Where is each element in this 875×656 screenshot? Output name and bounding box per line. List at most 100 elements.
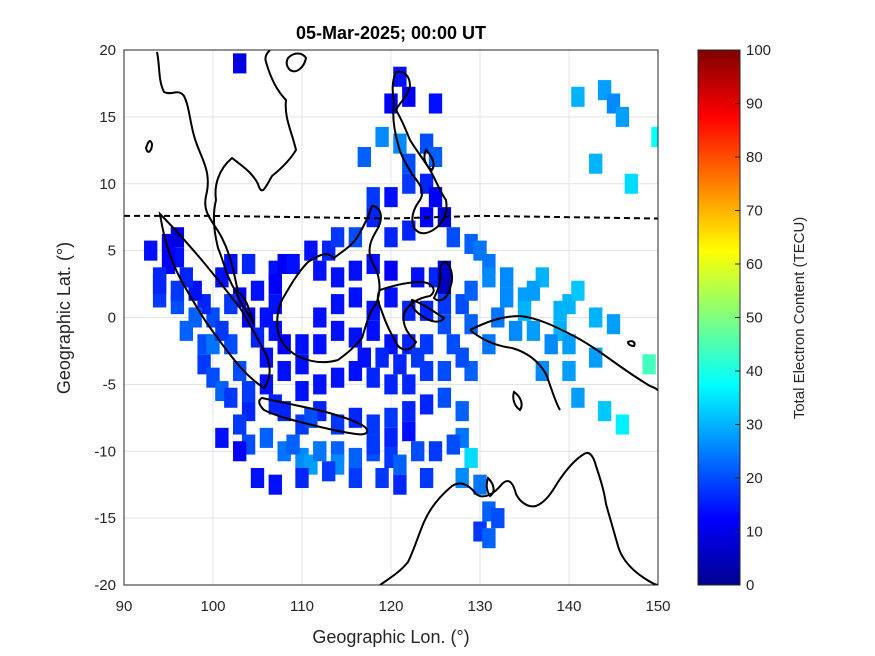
tec-cell xyxy=(250,467,265,489)
tec-cell xyxy=(455,347,469,368)
tec-cell xyxy=(597,401,612,422)
tec-cell xyxy=(411,267,425,288)
colorbar-tick-label: 90 xyxy=(746,96,763,113)
tec-cell xyxy=(277,360,291,382)
chart-title: 05-Mar-2025; 00:00 UT xyxy=(296,23,486,43)
tec-cell xyxy=(589,347,603,368)
tec-cell xyxy=(233,414,247,435)
x-axis-ticks: 90 100 110 120 130 140 150 xyxy=(116,598,671,615)
tec-cell xyxy=(233,53,247,74)
tec-cell xyxy=(313,260,327,281)
tec-cell xyxy=(268,474,282,495)
tec-cell xyxy=(393,354,407,375)
tec-cell xyxy=(500,267,514,288)
tec-cell xyxy=(437,294,452,315)
coastline-islands-east xyxy=(485,340,636,498)
tec-cell xyxy=(402,86,416,107)
tec-cell xyxy=(455,401,469,422)
tec-cell xyxy=(411,441,425,462)
plot-frame xyxy=(123,49,659,586)
tec-cell xyxy=(402,374,416,395)
tec-cell xyxy=(384,227,398,248)
coastline-mainland-asia xyxy=(156,50,298,325)
y-tick-label: 0 xyxy=(108,310,116,327)
tec-cell xyxy=(295,381,309,402)
x-tick-label: 110 xyxy=(290,598,314,615)
y-tick-label: 5 xyxy=(108,243,116,260)
tec-cell xyxy=(330,294,345,315)
tec-cell xyxy=(384,287,398,308)
tec-cell xyxy=(437,360,452,382)
y-tick-label: -5 xyxy=(103,376,116,393)
x-axis-label: Geographic Lon. (°) xyxy=(312,627,469,647)
tec-cell xyxy=(402,421,416,442)
x-tick-label: 140 xyxy=(556,598,581,615)
tec-cell xyxy=(419,394,434,415)
y-tick-label: -15 xyxy=(94,510,116,527)
tec-cell xyxy=(526,320,541,341)
x-tick-label: 120 xyxy=(378,598,403,615)
tec-cell xyxy=(393,454,407,475)
tec-cell xyxy=(393,66,407,87)
tec-cell xyxy=(268,394,282,415)
tec-cell xyxy=(241,307,256,328)
tec-cell xyxy=(615,106,630,127)
colorbar-tick-label: 50 xyxy=(746,310,763,327)
y-axis-ticks: 20 15 10 5 0 -5 -10 -15 -20 xyxy=(94,42,116,594)
colorbar-tick-label: 40 xyxy=(746,363,763,380)
tec-cell xyxy=(313,307,327,328)
colorbar-gradient xyxy=(697,49,741,586)
colorbar-tick-label: 0 xyxy=(746,577,754,594)
tec-cell xyxy=(571,387,585,408)
tec-cell xyxy=(589,153,603,174)
tec-cell xyxy=(482,267,496,288)
tec-cell xyxy=(437,387,452,408)
tec-cell xyxy=(259,307,274,328)
tec-cell xyxy=(491,307,505,328)
tec-cell xyxy=(535,360,549,382)
y-tick-label: 10 xyxy=(99,176,116,193)
tec-cell xyxy=(571,280,585,301)
tec-cell xyxy=(304,240,318,261)
tec-cell xyxy=(615,414,630,435)
tec-cell xyxy=(313,374,327,395)
tec-cell xyxy=(330,367,345,388)
colorbar-tick-label: 20 xyxy=(746,470,763,487)
coastline-sumatra xyxy=(158,211,271,390)
tec-cell xyxy=(384,260,398,281)
tec-cell xyxy=(366,187,380,208)
y-tick-label: 15 xyxy=(99,109,116,126)
coastlines xyxy=(144,50,658,585)
magnetic-equator-line xyxy=(124,214,658,220)
tec-cell xyxy=(428,441,443,462)
coastline-java xyxy=(258,396,369,436)
tec-cell xyxy=(428,187,443,208)
tec-cell xyxy=(241,253,256,275)
tec-cell xyxy=(286,434,300,455)
tec-cell xyxy=(348,467,363,489)
y-axis-label: Geographic Lat. (°) xyxy=(54,242,74,394)
tec-cell xyxy=(384,374,398,395)
tec-cell xyxy=(393,474,407,495)
coastline-hainan xyxy=(285,52,308,73)
tec-cell xyxy=(295,334,309,355)
tec-cell xyxy=(215,427,229,448)
tec-cell xyxy=(402,173,416,194)
y-tick-label: 20 xyxy=(99,42,116,59)
tec-cell xyxy=(322,461,336,482)
tec-cell xyxy=(330,267,345,288)
tec-cell xyxy=(571,86,585,107)
tec-cell xyxy=(366,414,380,435)
colorbar-tick-label: 10 xyxy=(746,524,763,541)
tec-cell xyxy=(224,387,238,408)
tec-cell xyxy=(508,320,523,341)
tec-cell xyxy=(375,126,389,147)
tec-cell xyxy=(402,401,416,422)
tec-cell xyxy=(268,274,282,295)
colorbar-tick-label: 70 xyxy=(746,203,763,220)
coastline-new-guinea xyxy=(469,314,658,411)
tec-cell xyxy=(215,267,229,288)
x-tick-label: 130 xyxy=(467,598,492,615)
tec-cell xyxy=(348,287,363,308)
